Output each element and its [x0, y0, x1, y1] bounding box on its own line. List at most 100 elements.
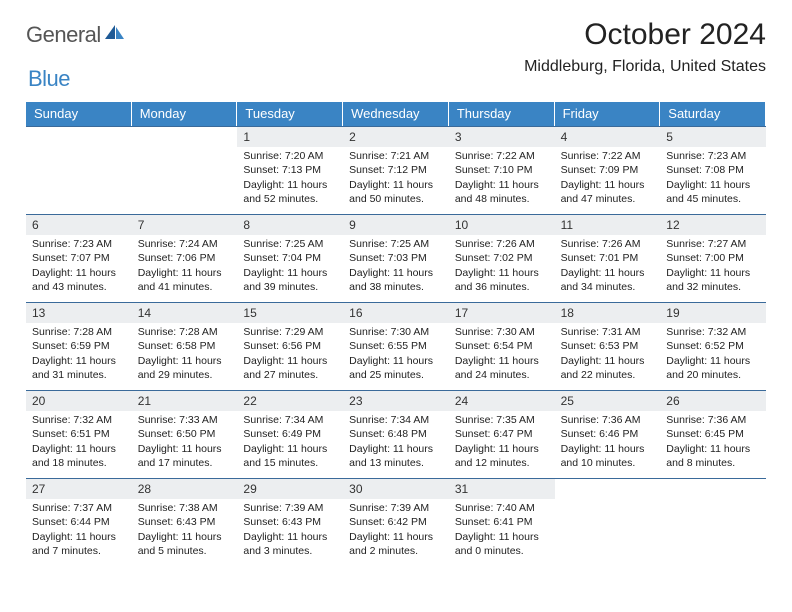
calendar-cell: 11Sunrise: 7:26 AMSunset: 7:01 PMDayligh…: [555, 214, 661, 302]
daylight-text: Daylight: 11 hours and 52 minutes.: [243, 178, 337, 206]
sunset-text: Sunset: 6:55 PM: [349, 339, 443, 353]
sunset-text: Sunset: 6:59 PM: [32, 339, 126, 353]
daylight-text: Daylight: 11 hours and 0 minutes.: [455, 530, 549, 558]
sunrise-text: Sunrise: 7:23 AM: [32, 237, 126, 251]
day-number: 2: [343, 127, 449, 147]
calendar-cell: 26Sunrise: 7:36 AMSunset: 6:45 PMDayligh…: [660, 390, 766, 478]
sunrise-text: Sunrise: 7:30 AM: [349, 325, 443, 339]
sunrise-text: Sunrise: 7:32 AM: [666, 325, 760, 339]
sunrise-text: Sunrise: 7:32 AM: [32, 413, 126, 427]
sunrise-text: Sunrise: 7:21 AM: [349, 149, 443, 163]
daylight-text: Daylight: 11 hours and 3 minutes.: [243, 530, 337, 558]
sunset-text: Sunset: 7:02 PM: [455, 251, 549, 265]
daylight-text: Daylight: 11 hours and 15 minutes.: [243, 442, 337, 470]
sunrise-text: Sunrise: 7:28 AM: [32, 325, 126, 339]
calendar-cell: 30 Sunrise: 7:39 AMSunset: 6:42 PMDayligh…: [343, 478, 449, 566]
calendar-cell: 10Sunrise: 7:26 AMSunset: 7:02 PMDayligh…: [449, 214, 555, 302]
sunrise-text: Sunrise: 7:33 AM: [138, 413, 232, 427]
sunset-text: Sunset: 7:08 PM: [666, 163, 760, 177]
calendar-cell: 5Sunrise: 7:23 AMSunset: 7:08 PMDaylight…: [660, 126, 766, 214]
day-number: 18: [555, 303, 661, 323]
daylight-text: Daylight: 11 hours and 34 minutes.: [561, 266, 655, 294]
calendar-cell: 23Sunrise: 7:34 AMSunset: 6:48 PMDayligh…: [343, 390, 449, 478]
dow-header: Friday: [555, 102, 661, 126]
calendar-cell: 12Sunrise: 7:27 AMSunset: 7:00 PMDayligh…: [660, 214, 766, 302]
sunset-text: Sunset: 6:42 PM: [349, 515, 443, 529]
sunrise-text: Sunrise: 7:35 AM: [455, 413, 549, 427]
sunset-text: Sunset: 7:00 PM: [666, 251, 760, 265]
day-number: 30: [343, 479, 449, 499]
calendar-cell: 9Sunrise: 7:25 AMSunset: 7:03 PMDaylight…: [343, 214, 449, 302]
sunset-text: Sunset: 6:43 PM: [138, 515, 232, 529]
daylight-text: Daylight: 11 hours and 47 minutes.: [561, 178, 655, 206]
calendar-cell: 29 Sunrise: 7:39 AMSunset: 6:43 PMDayligh…: [237, 478, 343, 566]
sunrise-text: Sunrise: 7:28 AM: [138, 325, 232, 339]
dow-header: Saturday: [660, 102, 766, 126]
sunrise-text: Sunrise: 7:25 AM: [349, 237, 443, 251]
sunset-text: Sunset: 6:52 PM: [666, 339, 760, 353]
sunset-text: Sunset: 7:06 PM: [138, 251, 232, 265]
sunrise-text: Sunrise: 7:31 AM: [561, 325, 655, 339]
daylight-text: Daylight: 11 hours and 50 minutes.: [349, 178, 443, 206]
sunset-text: Sunset: 7:01 PM: [561, 251, 655, 265]
sunrise-text: Sunrise: 7:38 AM: [138, 501, 232, 515]
day-number: 25: [555, 391, 661, 411]
sunrise-text: Sunrise: 7:20 AM: [243, 149, 337, 163]
daylight-text: Daylight: 11 hours and 10 minutes.: [561, 442, 655, 470]
sunset-text: Sunset: 6:43 PM: [243, 515, 337, 529]
daylight-text: Daylight: 11 hours and 12 minutes.: [455, 442, 549, 470]
daylight-text: Daylight: 11 hours and 17 minutes.: [138, 442, 232, 470]
sunrise-text: Sunrise: 7:37 AM: [32, 501, 126, 515]
daylight-text: Daylight: 11 hours and 48 minutes.: [455, 178, 549, 206]
sunrise-text: Sunrise: 7:29 AM: [243, 325, 337, 339]
logo-sail-icon: [104, 24, 126, 47]
sunset-text: Sunset: 6:51 PM: [32, 427, 126, 441]
calendar-cell: 13Sunrise: 7:28 AMSunset: 6:59 PMDayligh…: [26, 302, 132, 390]
day-number: 17: [449, 303, 555, 323]
day-number: 27: [26, 479, 132, 499]
sunset-text: Sunset: 7:04 PM: [243, 251, 337, 265]
daylight-text: Daylight: 11 hours and 7 minutes.: [32, 530, 126, 558]
calendar-cell: 27Sunrise: 7:37 AMSunset: 6:44 PMDayligh…: [26, 478, 132, 566]
sunset-text: Sunset: 7:03 PM: [349, 251, 443, 265]
calendar-cell-empty: [555, 478, 661, 566]
sunrise-text: Sunrise: 7:40 AM: [455, 501, 549, 515]
daylight-text: Daylight: 11 hours and 24 minutes.: [455, 354, 549, 382]
dow-header: Wednesday: [343, 102, 449, 126]
calendar-cell: 2Sunrise: 7:21 AMSunset: 7:12 PMDaylight…: [343, 126, 449, 214]
day-number: 29: [237, 479, 343, 499]
location: Middleburg, Florida, United States: [524, 58, 766, 76]
logo-text-blue: Blue: [28, 66, 70, 92]
calendar-cell: 25Sunrise: 7:36 AMSunset: 6:46 PMDayligh…: [555, 390, 661, 478]
sunrise-text: Sunrise: 7:39 AM: [243, 501, 337, 515]
day-number: 31: [449, 479, 555, 499]
sunset-text: Sunset: 6:53 PM: [561, 339, 655, 353]
sunrise-text: Sunrise: 7:22 AM: [561, 149, 655, 163]
day-number: 3: [449, 127, 555, 147]
calendar-cell: 19Sunrise: 7:32 AMSunset: 6:52 PMDayligh…: [660, 302, 766, 390]
calendar-cell-empty: [26, 126, 132, 214]
sunset-text: Sunset: 6:41 PM: [455, 515, 549, 529]
calendar-cell: 16Sunrise: 7:30 AMSunset: 6:55 PMDayligh…: [343, 302, 449, 390]
calendar-cell: 28Sunrise: 7:38 AMSunset: 6:43 PMDayligh…: [132, 478, 238, 566]
day-number: 21: [132, 391, 238, 411]
day-number: 19: [660, 303, 766, 323]
sunset-text: Sunset: 6:45 PM: [666, 427, 760, 441]
dow-header: Sunday: [26, 102, 132, 126]
daylight-text: Daylight: 11 hours and 32 minutes.: [666, 266, 760, 294]
calendar-cell: 31 Sunrise: 7:40 AMSunset: 6:41 PMDayligh…: [449, 478, 555, 566]
calendar-cell: 8Sunrise: 7:25 AMSunset: 7:04 PMDaylight…: [237, 214, 343, 302]
day-number: 12: [660, 215, 766, 235]
daylight-text: Daylight: 11 hours and 43 minutes.: [32, 266, 126, 294]
daylight-text: Daylight: 11 hours and 2 minutes.: [349, 530, 443, 558]
day-number: 6: [26, 215, 132, 235]
sunset-text: Sunset: 7:07 PM: [32, 251, 126, 265]
day-number: 24: [449, 391, 555, 411]
day-number: 28: [132, 479, 238, 499]
sunrise-text: Sunrise: 7:22 AM: [455, 149, 549, 163]
sunrise-text: Sunrise: 7:26 AM: [455, 237, 549, 251]
sunrise-text: Sunrise: 7:36 AM: [561, 413, 655, 427]
daylight-text: Daylight: 11 hours and 41 minutes.: [138, 266, 232, 294]
month-title: October 2024: [524, 18, 766, 52]
sunrise-text: Sunrise: 7:39 AM: [349, 501, 443, 515]
